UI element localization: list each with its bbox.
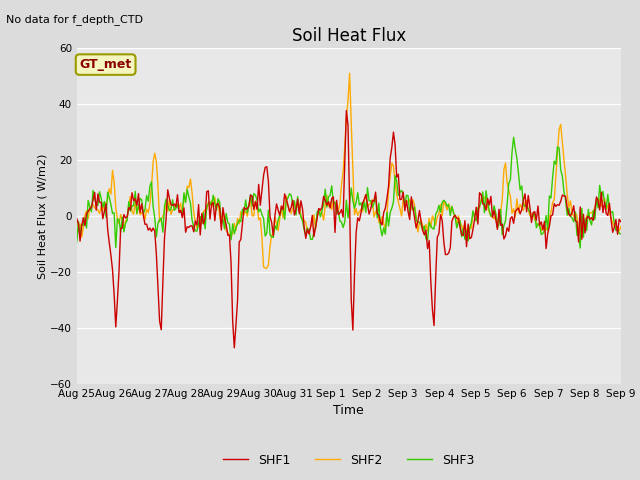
SHF3 — [520, 202, 527, 208]
SHF3 — [617, 231, 625, 237]
SHF1 — [381, 205, 389, 211]
Line: SHF1: SHF1 — [77, 110, 621, 348]
SHF2 — [236, 221, 243, 227]
Legend: SHF1, SHF2, SHF3: SHF1, SHF2, SHF3 — [218, 449, 480, 472]
SHF2 — [79, 225, 87, 230]
SHF3 — [526, 209, 534, 215]
SHF3 — [79, 222, 87, 228]
Line: SHF3: SHF3 — [77, 137, 621, 248]
SHF1 — [527, 219, 535, 225]
SHF3 — [577, 245, 584, 251]
SHF1 — [230, 345, 238, 351]
SHF2 — [617, 224, 625, 229]
Y-axis label: Soil Heat Flux ( W/m2): Soil Heat Flux ( W/m2) — [37, 153, 47, 279]
SHF3 — [236, 217, 243, 223]
SHF3 — [510, 134, 518, 140]
Text: No data for f_depth_CTD: No data for f_depth_CTD — [6, 14, 143, 25]
SHF2 — [263, 265, 271, 271]
SHF2 — [381, 226, 389, 232]
SHF2 — [527, 211, 535, 216]
SHF2 — [193, 226, 201, 231]
Line: SHF2: SHF2 — [77, 73, 621, 268]
SHF1 — [193, 222, 201, 228]
SHF1 — [342, 108, 350, 113]
SHF2 — [346, 71, 353, 76]
SHF3 — [193, 228, 201, 234]
SHF2 — [73, 219, 81, 225]
X-axis label: Time: Time — [333, 405, 364, 418]
Title: Soil Heat Flux: Soil Heat Flux — [292, 27, 406, 45]
SHF1 — [73, 216, 81, 222]
Text: GT_met: GT_met — [79, 58, 132, 71]
SHF1 — [521, 191, 529, 197]
SHF1 — [617, 219, 625, 225]
SHF2 — [521, 199, 529, 205]
SHF3 — [378, 233, 386, 239]
SHF1 — [237, 237, 244, 242]
SHF1 — [79, 215, 87, 221]
SHF3 — [73, 239, 81, 244]
